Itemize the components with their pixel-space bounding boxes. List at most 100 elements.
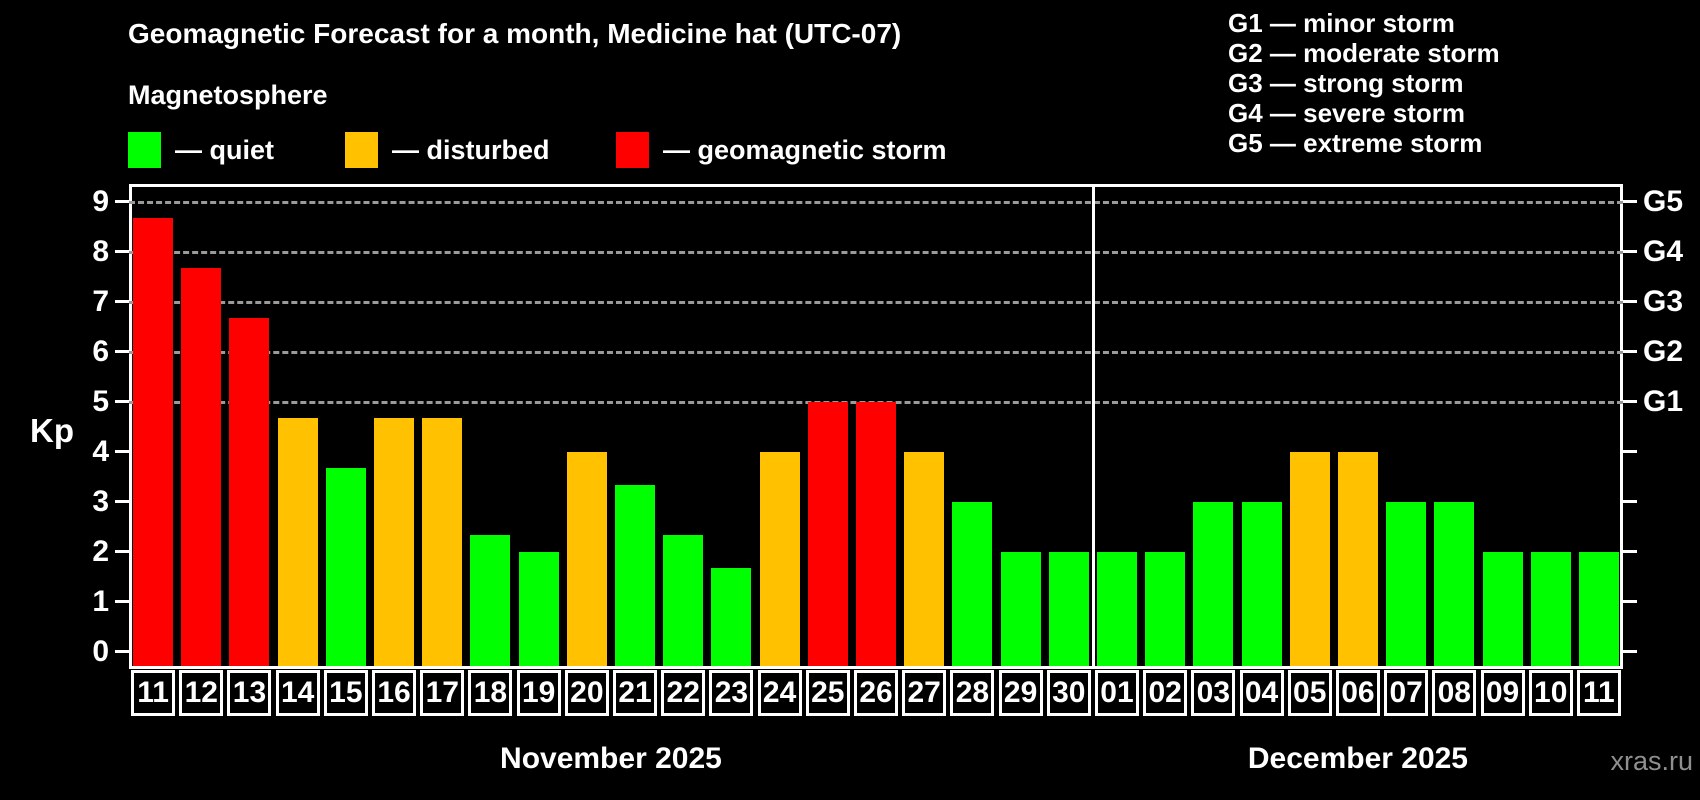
g-axis-label-G3: G3 [1643, 283, 1683, 321]
day-label-19: 19 [517, 670, 561, 716]
gridline-G4 [129, 251, 1623, 254]
day-label-24: 24 [758, 670, 802, 716]
bar-day-09 [1483, 552, 1523, 667]
y-tick-right [1623, 500, 1637, 503]
y-tick-right [1623, 400, 1637, 403]
bar-day-11 [1579, 552, 1619, 667]
chart-subtitle: Magnetosphere [128, 80, 328, 111]
day-label-27: 27 [902, 670, 946, 716]
disturbed-color-swatch [345, 132, 378, 168]
day-label-25: 25 [806, 670, 850, 716]
bar-day-11 [133, 218, 173, 666]
bar-day-05 [1290, 452, 1330, 667]
day-label-18: 18 [468, 670, 512, 716]
day-label-15: 15 [324, 670, 368, 716]
legend-item-storm: — geomagnetic storm [616, 132, 947, 168]
y-tick-right [1623, 300, 1637, 303]
y-tick-label: 4 [63, 433, 109, 471]
day-label-16: 16 [372, 670, 416, 716]
legend-label-disturbed: — disturbed [392, 135, 550, 166]
day-label-17: 17 [420, 670, 464, 716]
day-label-20: 20 [565, 670, 609, 716]
bar-day-07 [1386, 502, 1426, 667]
bar-day-24 [760, 452, 800, 667]
y-tick-label: 1 [63, 583, 109, 621]
g-axis-label-G4: G4 [1643, 233, 1683, 271]
y-tick-right [1623, 200, 1637, 203]
bar-day-10 [1531, 552, 1571, 667]
day-label-05: 05 [1288, 670, 1332, 716]
y-tick-label: 8 [63, 233, 109, 271]
day-label-02: 02 [1143, 670, 1187, 716]
y-tick-label: 7 [63, 283, 109, 321]
day-label-11: 11 [1577, 670, 1621, 716]
y-tick-right [1623, 650, 1637, 653]
day-label-13: 13 [227, 670, 271, 716]
day-label-23: 23 [709, 670, 753, 716]
day-label-01: 01 [1095, 670, 1139, 716]
y-tick-label: 6 [63, 333, 109, 371]
y-tick-left [115, 450, 129, 453]
y-tick-left [115, 350, 129, 353]
day-label-06: 06 [1336, 670, 1380, 716]
g2-legend-line: G2 — moderate storm [1228, 38, 1500, 68]
legend-item-disturbed: — disturbed [345, 132, 550, 168]
bar-day-19 [519, 552, 559, 667]
day-label-03: 03 [1191, 670, 1235, 716]
bar-day-18 [470, 535, 510, 666]
gridline-G3 [129, 301, 1623, 304]
gridline-G2 [129, 351, 1623, 354]
bar-day-12 [181, 268, 221, 666]
y-tick-left [115, 650, 129, 653]
bar-day-04 [1242, 502, 1282, 667]
legend-item-quiet: — quiet [128, 132, 274, 168]
y-tick-left [115, 250, 129, 253]
bar-day-14 [278, 418, 318, 666]
g3-legend-line: G3 — strong storm [1228, 68, 1500, 98]
y-tick-label: 2 [63, 533, 109, 571]
bar-day-15 [326, 468, 366, 666]
day-label-04: 04 [1240, 670, 1284, 716]
y-tick-left [115, 400, 129, 403]
month-label-1: December 2025 [1248, 742, 1468, 776]
day-label-08: 08 [1432, 670, 1476, 716]
storm-color-swatch [616, 132, 649, 168]
bar-day-26 [856, 402, 896, 667]
day-label-10: 10 [1529, 670, 1573, 716]
g-axis-label-G1: G1 [1643, 383, 1683, 421]
y-tick-right [1623, 450, 1637, 453]
bar-day-03 [1193, 502, 1233, 667]
legend-label-storm: — geomagnetic storm [663, 135, 947, 166]
month-label-0: November 2025 [500, 742, 722, 776]
day-label-21: 21 [613, 670, 657, 716]
bar-day-02 [1145, 552, 1185, 667]
bar-day-25 [808, 402, 848, 667]
day-label-11: 11 [131, 670, 175, 716]
bar-day-06 [1338, 452, 1378, 667]
y-tick-left [115, 200, 129, 203]
bar-day-30 [1049, 552, 1089, 667]
y-tick-right [1623, 350, 1637, 353]
bar-day-08 [1434, 502, 1474, 667]
day-label-29: 29 [999, 670, 1043, 716]
gridline-G5 [129, 201, 1623, 204]
bar-day-22 [663, 535, 703, 666]
y-tick-right [1623, 600, 1637, 603]
g1-legend-line: G1 — minor storm [1228, 8, 1500, 38]
g4-legend-line: G4 — severe storm [1228, 98, 1500, 128]
day-label-14: 14 [276, 670, 320, 716]
y-tick-label: 0 [63, 633, 109, 671]
bar-day-29 [1001, 552, 1041, 667]
day-label-09: 09 [1481, 670, 1525, 716]
watermark: xras.ru [1610, 746, 1693, 777]
y-tick-left [115, 600, 129, 603]
g-axis-label-G2: G2 [1643, 333, 1683, 371]
bar-day-28 [952, 502, 992, 667]
y-tick-left [115, 300, 129, 303]
chart-title: Geomagnetic Forecast for a month, Medici… [128, 18, 901, 50]
day-label-22: 22 [661, 670, 705, 716]
bar-day-01 [1097, 552, 1137, 667]
y-tick-right [1623, 550, 1637, 553]
bar-day-13 [229, 318, 269, 666]
day-label-12: 12 [179, 670, 223, 716]
